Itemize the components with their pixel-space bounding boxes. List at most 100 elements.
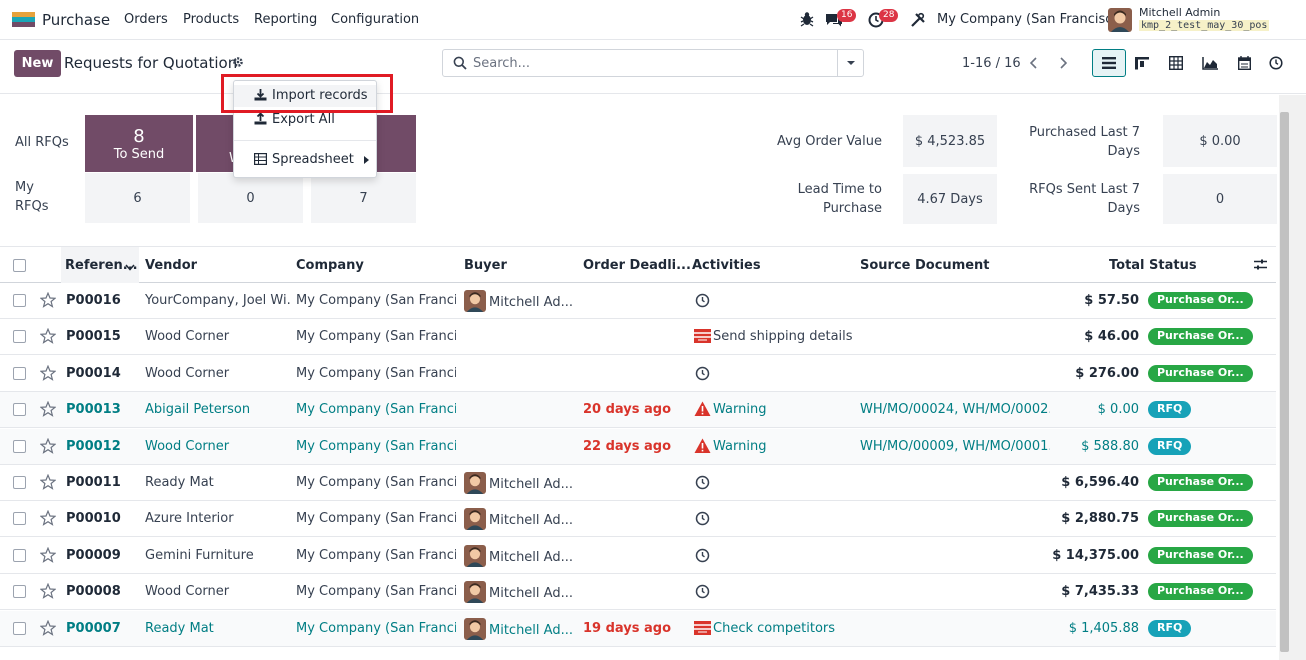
debug-icon[interactable]: [800, 11, 814, 31]
app-name[interactable]: Purchase: [42, 11, 111, 29]
row-checkbox[interactable]: [13, 330, 26, 343]
activity-clock-icon[interactable]: [695, 511, 710, 530]
row-checkbox[interactable]: [13, 585, 26, 598]
to-send-tile[interactable]: 8 To Send: [85, 115, 193, 172]
table-row[interactable]: P00014 Wood Corner My Company (San Francis…: [0, 356, 1276, 392]
row-vendor: Ready Mat: [145, 475, 214, 490]
new-button[interactable]: New: [14, 50, 61, 77]
row-company: My Company (San Francis...: [296, 511, 456, 526]
star-icon[interactable]: [39, 327, 57, 348]
app-logo-icon[interactable]: [12, 12, 35, 28]
search-input[interactable]: Search...: [473, 56, 531, 71]
menu-orders[interactable]: Orders: [124, 12, 168, 27]
header-reference[interactable]: Referen...: [65, 258, 138, 273]
star-icon[interactable]: [39, 291, 57, 312]
import-records-item[interactable]: Import records: [234, 85, 376, 107]
activity-clock-icon[interactable]: [695, 584, 710, 603]
header-activities[interactable]: Activities: [692, 258, 761, 273]
table-row[interactable]: P00013 Abigail Peterson My Company (San Fr…: [0, 392, 1276, 428]
row-checkbox[interactable]: [13, 367, 26, 380]
kanban-view-button[interactable]: [1125, 49, 1159, 77]
header-source-document[interactable]: Source Document: [860, 258, 990, 273]
spreadsheet-item[interactable]: Spreadsheet: [234, 149, 376, 171]
star-icon[interactable]: [39, 473, 57, 494]
table-row[interactable]: P00015 Wood Corner My Company (San Franci s…: [0, 319, 1276, 355]
scrollbar-thumb[interactable]: [1280, 112, 1289, 652]
table-row[interactable]: P00010 Azure Interior My Company (San Fran…: [0, 501, 1276, 537]
activity-clock-icon[interactable]: [695, 548, 710, 567]
export-all-item[interactable]: Export All: [234, 109, 376, 131]
pager-previous-button[interactable]: [1021, 50, 1047, 76]
row-checkbox[interactable]: [13, 622, 26, 635]
header-company[interactable]: Company: [296, 258, 364, 273]
star-icon[interactable]: [39, 546, 57, 567]
header-buyer[interactable]: Buyer: [464, 258, 507, 273]
activity-view-button[interactable]: [1259, 49, 1293, 77]
row-activity[interactable]: Send shipping details: [713, 329, 853, 344]
table-row[interactable]: P00012 Wood Corner My Company (San Francis…: [0, 429, 1276, 465]
lead-time-label-line2: Purchase: [822, 201, 882, 216]
user-name[interactable]: Mitchell Admin: [1139, 6, 1221, 19]
star-icon[interactable]: [39, 364, 57, 385]
company-switcher[interactable]: My Company (San Francisco): [937, 12, 1126, 27]
search-options-toggle[interactable]: [837, 49, 864, 77]
table-row[interactable]: P00016 YourCompany, Joel Wi... My Company …: [0, 283, 1276, 319]
header-vendor[interactable]: Vendor: [145, 258, 198, 273]
row-checkbox[interactable]: [13, 294, 26, 307]
star-icon[interactable]: [39, 400, 57, 421]
email-activity-icon[interactable]: [694, 329, 711, 347]
activity-clock-icon[interactable]: [695, 293, 710, 312]
star-icon[interactable]: [39, 582, 57, 603]
list-view-button[interactable]: [1092, 49, 1126, 77]
user-avatar[interactable]: [1108, 8, 1132, 32]
table-header: Referen... Vendor Company Buyer Order De…: [0, 246, 1276, 283]
activity-clock-icon[interactable]: [695, 366, 710, 385]
my-late-tile[interactable]: 7: [311, 173, 416, 223]
table-row[interactable]: P00009 Gemini Furniture My Company (San Fr…: [0, 538, 1276, 574]
header-order-deadline[interactable]: Order Deadli...: [583, 258, 691, 273]
all-rfqs-label: All RFQs: [15, 135, 69, 150]
star-icon[interactable]: [39, 619, 57, 640]
pivot-view-button[interactable]: [1159, 49, 1193, 77]
my-to-send-tile[interactable]: 6: [85, 173, 190, 223]
warning-icon[interactable]: [694, 438, 711, 458]
my-waiting-tile[interactable]: 0: [198, 173, 303, 223]
my-waiting-count: 0: [246, 190, 255, 206]
row-checkbox[interactable]: [13, 403, 26, 416]
warning-icon[interactable]: [694, 401, 711, 421]
table-row[interactable]: P00011 Ready Mat My Company (San Francis..…: [0, 465, 1276, 501]
table-row[interactable]: P00008 Wood Corner My Company (San Francis…: [0, 574, 1276, 610]
buyer-avatar: [464, 472, 486, 494]
row-checkbox[interactable]: [13, 549, 26, 562]
page-title[interactable]: Requests for Quotation: [64, 54, 238, 72]
row-checkbox[interactable]: [13, 440, 26, 453]
graph-view-button[interactable]: [1193, 49, 1227, 77]
row-checkbox[interactable]: [13, 476, 26, 489]
row-source-document: WH/MO/00024, WH/MO/0002...: [860, 402, 1050, 417]
header-total[interactable]: Total: [1109, 258, 1145, 273]
star-icon[interactable]: [39, 509, 57, 530]
search-box[interactable]: Search...: [442, 49, 838, 77]
select-all-checkbox[interactable]: [13, 259, 26, 272]
activity-clock-icon[interactable]: [695, 475, 710, 494]
menu-configuration[interactable]: Configuration: [331, 12, 420, 27]
row-source-document: WH/MO/00009, WH/MO/0001...: [860, 439, 1050, 454]
tools-icon[interactable]: [910, 12, 926, 32]
pager-next-button[interactable]: [1050, 50, 1076, 76]
calendar-view-button[interactable]: [1227, 49, 1261, 77]
gear-icon[interactable]: [232, 56, 244, 72]
kanban-icon: [1135, 56, 1149, 69]
sort-chevron-icon[interactable]: [125, 260, 135, 275]
menu-products[interactable]: Products: [183, 12, 240, 27]
row-activity[interactable]: Warning: [713, 439, 767, 454]
row-checkbox[interactable]: [13, 512, 26, 525]
optional-columns-icon[interactable]: [1254, 258, 1267, 275]
header-status[interactable]: Status: [1149, 258, 1197, 273]
table-row[interactable]: P00007 Ready Mat My Company (San Francis..…: [0, 611, 1276, 647]
email-activity-icon[interactable]: [694, 621, 711, 639]
pager-value[interactable]: 1-16 / 16: [962, 56, 1021, 71]
row-activity[interactable]: Warning: [713, 402, 767, 417]
menu-reporting[interactable]: Reporting: [254, 12, 318, 27]
row-activity[interactable]: Check competitors: [713, 621, 836, 636]
star-icon[interactable]: [39, 437, 57, 458]
